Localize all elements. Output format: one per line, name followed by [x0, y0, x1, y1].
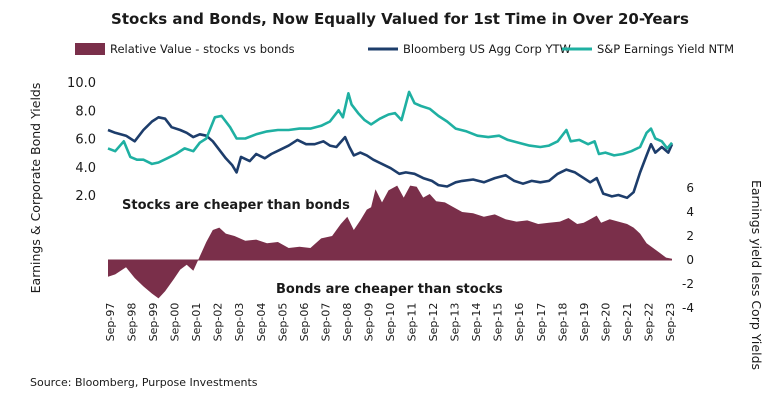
x-tick-label: Sep-12	[427, 303, 440, 342]
legend-label: S&P Earnings Yield NTM	[597, 42, 734, 56]
legend-item: Relative Value - stocks vs bonds	[75, 42, 295, 56]
legend-label: Bloomberg US Agg Corp YTW	[403, 42, 571, 56]
earnings-yield-line	[107, 90, 673, 166]
legend-item: S&P Earnings Yield NTM	[562, 42, 734, 56]
source-note: Source: Bloomberg, Purpose Investments	[30, 376, 258, 389]
x-tick-label: Sep-03	[233, 303, 246, 342]
left-tick-label: 8.0	[75, 104, 96, 119]
right-tick-label: 4	[686, 205, 694, 219]
x-tick-label: Sep-17	[535, 303, 548, 342]
left-tick-label: 10.0	[67, 76, 96, 91]
right-tick-label: 2	[686, 229, 694, 243]
left-axis-label: Earnings & Corporate Bond Yields	[28, 83, 43, 294]
x-tick-label: Sep-00	[169, 303, 182, 342]
x-tick-label: Sep-13	[449, 303, 462, 342]
yield-lines-layer	[107, 90, 674, 200]
legend-label: Relative Value - stocks vs bonds	[110, 42, 295, 56]
x-tick-label: Sep-06	[298, 303, 311, 342]
x-tick-label: Sep-22	[643, 303, 656, 342]
right-tick-label: 6	[686, 181, 694, 195]
x-tick-label: Sep-15	[492, 303, 505, 342]
legend-swatch	[75, 43, 105, 55]
right-axis-ticks: -4 -2 0 2 4 6	[682, 181, 694, 315]
x-tick-label: Sep-14	[470, 303, 483, 342]
x-tick-label: Sep-08	[341, 303, 354, 342]
left-tick-label: 4.0	[75, 161, 96, 176]
x-tick-label: Sep-97	[104, 303, 117, 342]
legend: Relative Value - stocks vs bonds Bloomber…	[75, 42, 734, 56]
right-axis-label: Earnings yield less Corp Yields	[749, 180, 764, 370]
left-tick-label: 2.0	[75, 189, 96, 204]
right-tick-label: -4	[682, 301, 694, 315]
x-tick-label: Sep-20	[599, 303, 612, 342]
x-tick-label: Sep-01	[190, 303, 203, 342]
x-tick-label: Sep-11	[406, 303, 419, 342]
x-tick-label: Sep-21	[621, 303, 634, 342]
right-tick-label: 0	[686, 253, 694, 267]
x-tick-label: Sep-18	[556, 303, 569, 342]
plot-area	[107, 90, 674, 299]
x-tick-label: Sep-05	[276, 303, 289, 342]
x-tick-label: Sep-04	[255, 303, 268, 342]
x-tick-label: Sep-07	[319, 303, 332, 342]
x-tick-label: Sep-02	[212, 303, 225, 342]
x-tick-label: Sep-09	[363, 303, 376, 342]
x-tick-label: Sep-98	[126, 303, 139, 342]
relative-value-area	[108, 185, 672, 299]
x-tick-label: Sep-19	[578, 303, 591, 342]
annotation-bonds-cheaper: Bonds are cheaper than stocks	[276, 282, 503, 297]
left-tick-label: 6.0	[75, 133, 96, 148]
x-tick-label: Sep-10	[384, 303, 397, 342]
chart-title: Stocks and Bonds, Now Equally Valued for…	[111, 10, 689, 28]
corp-ytw-line	[107, 116, 674, 200]
legend-item: Bloomberg US Agg Corp YTW	[368, 42, 571, 56]
x-tick-label: Sep-99	[147, 303, 160, 342]
x-tick-label: Sep-16	[513, 303, 526, 342]
x-tick-label: Sep-23	[664, 303, 677, 342]
left-axis-ticks: 2.0 4.0 6.0 8.0 10.0	[67, 76, 96, 204]
right-tick-label: -2	[682, 277, 694, 291]
relative-value-area-layer	[108, 185, 672, 299]
annotation-stocks-cheaper: Stocks are cheaper than bonds	[122, 198, 350, 213]
x-axis-ticks: Sep-97 Sep-98 Sep-99 Sep-00 Sep-01 Sep-02 Sep-…	[104, 303, 677, 342]
